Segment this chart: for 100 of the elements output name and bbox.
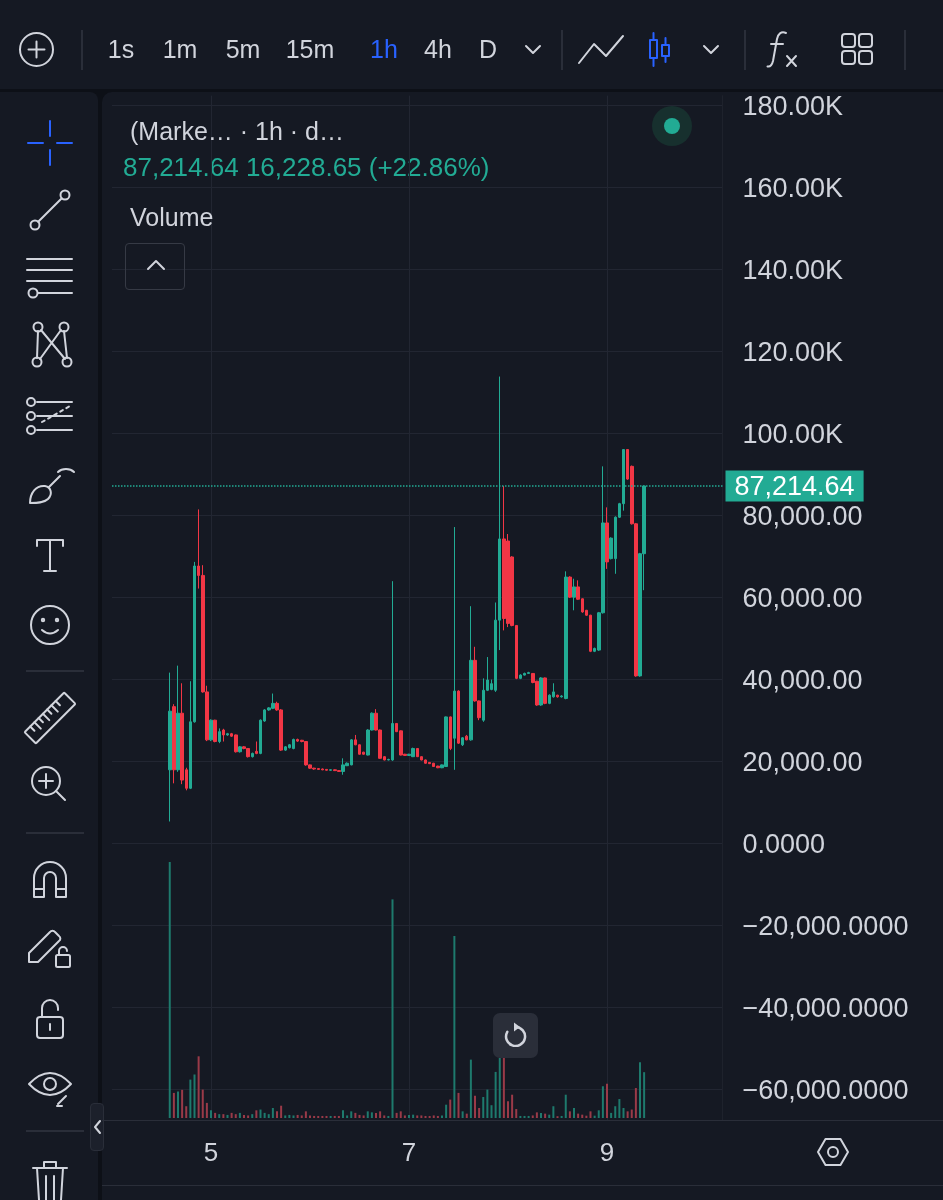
bar [210, 1110, 212, 1118]
candlestick [469, 605, 473, 742]
bar [172, 1092, 175, 1118]
y-tick-label: −60,000.0000 [742, 1074, 909, 1105]
bar [342, 1110, 344, 1118]
candlestick [572, 578, 576, 611]
bar [222, 1114, 225, 1118]
candlestick [234, 734, 238, 754]
bar [560, 1115, 563, 1118]
bar [614, 1106, 617, 1118]
bar [416, 1115, 419, 1118]
bar [201, 1089, 204, 1118]
candlestick [271, 693, 275, 710]
bar [531, 1115, 534, 1118]
candlestick [424, 759, 427, 765]
chart-title: Volume [130, 202, 214, 231]
bar [564, 1094, 567, 1118]
candlestick [461, 736, 464, 747]
y-tick-label: 160.00K [742, 172, 844, 203]
candlestick [449, 716, 452, 751]
candlestick [444, 716, 448, 768]
bar [424, 1115, 427, 1118]
x-tick-label: 9 [599, 1137, 615, 1167]
bar [346, 1115, 349, 1118]
candlestick [222, 728, 225, 743]
bar [366, 1111, 369, 1118]
bar [263, 1112, 266, 1118]
bar [218, 1114, 221, 1118]
bar [403, 1115, 406, 1118]
text: 1s [107, 34, 135, 64]
candlestick [527, 671, 530, 675]
bar [457, 1092, 460, 1118]
bar [482, 1097, 485, 1118]
text: D [478, 34, 498, 64]
bar [226, 1114, 229, 1118]
bar [168, 862, 171, 1118]
bar [185, 1106, 188, 1118]
bar [205, 1102, 208, 1118]
bar [486, 1089, 489, 1118]
y-tick-label: 60,000.00 [742, 582, 863, 613]
bar [296, 1114, 299, 1118]
bar [333, 1115, 336, 1118]
bar [271, 1108, 274, 1118]
bar [325, 1115, 328, 1118]
bar [453, 935, 456, 1118]
bar [177, 1091, 179, 1118]
candlestick [453, 526, 456, 771]
candlestick [337, 769, 341, 773]
text: 15m [285, 34, 335, 64]
candlestick [172, 703, 176, 784]
bar [420, 1115, 423, 1118]
bar [399, 1111, 402, 1118]
bar [610, 1112, 613, 1118]
bar [395, 1112, 398, 1118]
bar [626, 1111, 629, 1118]
bar [313, 1115, 316, 1118]
y-tick-label: 0.0000 [742, 828, 826, 859]
bar [515, 1109, 518, 1118]
y-tick-label: −40,000.0000 [742, 992, 909, 1023]
bar [375, 1112, 377, 1118]
bar [243, 1114, 245, 1118]
candlestick [292, 738, 295, 750]
y-tick-label: 80,000.00 [742, 500, 863, 531]
bar [469, 1059, 472, 1118]
candlestick [255, 741, 258, 755]
bar [292, 1115, 295, 1118]
bar [568, 1111, 571, 1118]
y-tick-label: 120.00K [742, 336, 844, 367]
candlestick [428, 761, 431, 765]
bar [284, 1115, 287, 1118]
candlestick [246, 747, 250, 758]
bar [511, 1094, 514, 1118]
bar [622, 1108, 625, 1118]
bar [432, 1115, 435, 1118]
bar [639, 1062, 641, 1118]
text: 5m [225, 34, 261, 64]
bar [383, 1115, 386, 1118]
bar [507, 1101, 509, 1118]
y-tick-label: 100.00K [742, 418, 844, 449]
candlestick [416, 747, 419, 758]
candlestick [213, 719, 217, 743]
candlestick [329, 768, 332, 772]
bar [189, 1079, 192, 1118]
x-tick-label: 7 [401, 1137, 417, 1167]
bar [494, 1071, 497, 1118]
candlestick [523, 672, 526, 676]
bar [478, 1108, 481, 1118]
bar [214, 1112, 217, 1118]
bar [354, 1112, 357, 1118]
bar [523, 1115, 526, 1118]
candlestick [312, 767, 316, 771]
candlestick [391, 580, 394, 762]
bar [379, 1111, 382, 1118]
candlestick [568, 575, 572, 599]
bar [589, 1111, 592, 1118]
candlestick [218, 727, 221, 744]
bar [193, 1074, 196, 1118]
bar [408, 1114, 410, 1118]
bar [630, 1109, 633, 1118]
bar [197, 1056, 200, 1118]
